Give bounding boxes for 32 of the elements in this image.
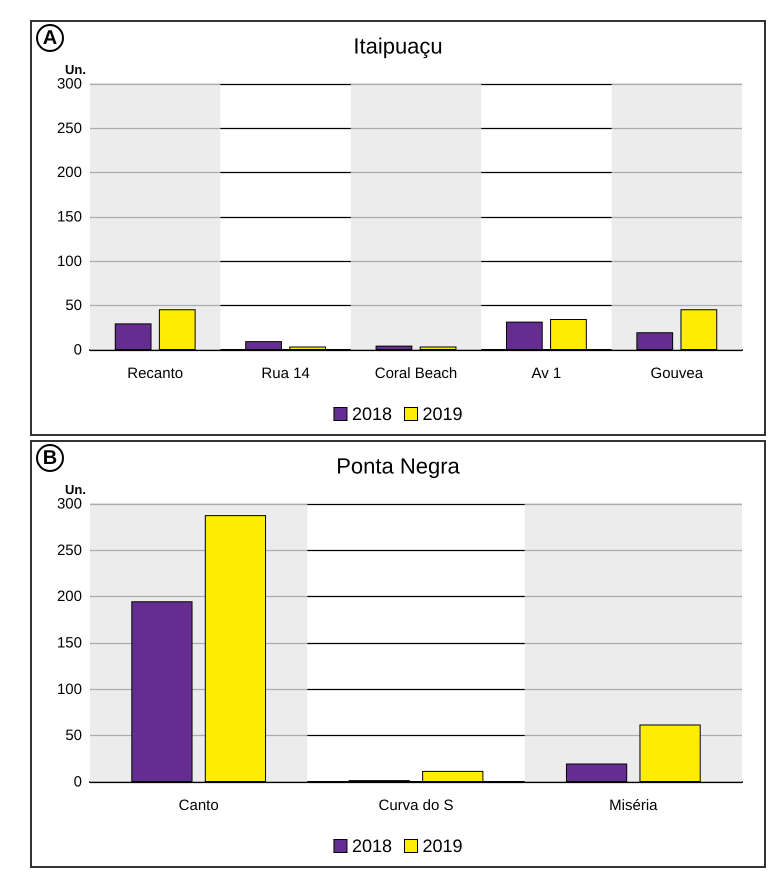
- y-tick-label: 200: [56, 164, 82, 182]
- y-tick-label: 200: [56, 588, 82, 606]
- y-axis-title: Un.: [65, 482, 86, 497]
- x-tick-label: Av 1: [532, 365, 562, 382]
- x-tick-label: Canto: [178, 797, 219, 814]
- y-axis-title: Un.: [65, 62, 86, 77]
- y-tick-label: 50: [65, 297, 82, 314]
- x-tick-label: Coral Beach: [374, 365, 458, 382]
- y-tick-label: 150: [56, 208, 82, 226]
- y-tick-label: 100: [56, 680, 82, 698]
- x-tick-label: Recanto: [127, 365, 184, 382]
- y-tick-label: 0: [74, 342, 82, 358]
- x-tick-label: Curva do S: [378, 797, 454, 814]
- legend-label: 2019: [422, 836, 463, 856]
- y-tick-label: 300: [56, 76, 82, 92]
- chart-title: Ponta Negra: [336, 454, 461, 478]
- x-tick-label: Miséria: [609, 797, 658, 814]
- y-tick-label: 300: [56, 496, 82, 512]
- y-tick-label: 250: [56, 542, 82, 559]
- y-tick-label: 150: [56, 634, 82, 652]
- y-tick-label: 50: [65, 727, 82, 744]
- legend-label: 2019: [422, 404, 463, 424]
- chart-title: Itaipuaçu: [353, 34, 443, 58]
- x-tick-label: Rua 14: [261, 365, 310, 382]
- x-tick-label: Gouvea: [650, 365, 704, 382]
- y-tick-label: 100: [56, 252, 82, 270]
- text: B: [36, 444, 64, 472]
- y-tick-label: 0: [74, 774, 82, 790]
- y-tick-label: 250: [56, 120, 82, 137]
- legend-label: 2018: [352, 404, 392, 424]
- text: A: [36, 24, 64, 52]
- legend-label: 2018: [352, 836, 392, 856]
